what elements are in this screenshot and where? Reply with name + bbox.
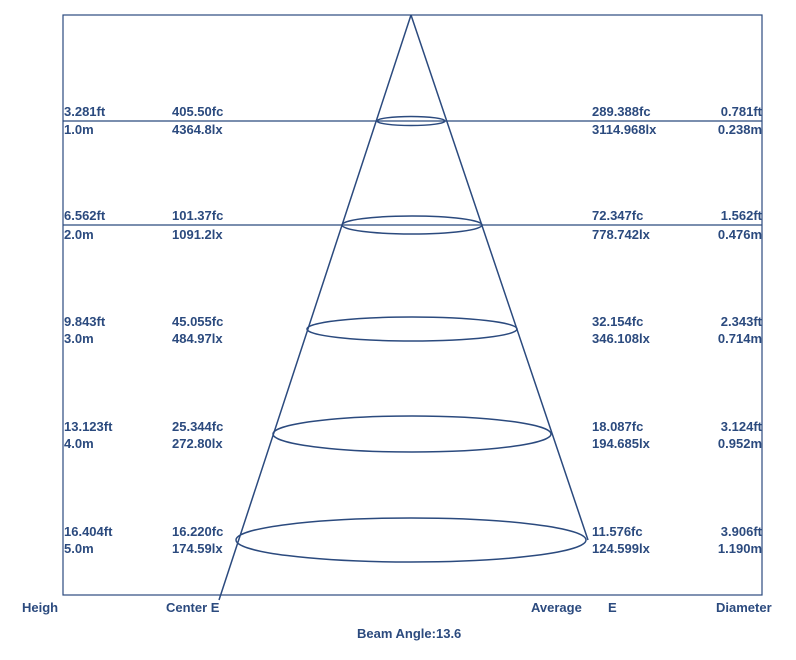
avg-fc-2: 72.347fc [592,208,644,223]
center-fc-5: 16.220fc [172,524,224,539]
average-e-column-label: E [608,600,617,615]
height-ft-2: 6.562ft [64,208,106,223]
beam-ellipse-4m [272,415,552,453]
beam-ellipse-2m [341,215,483,235]
center-fc-3: 45.055fc [172,314,224,329]
height-column-label: Heigh [22,600,59,615]
beam-ellipse-3m [306,316,518,342]
average-column-label: Average [531,600,582,615]
height-m-1: 1.0m [64,122,94,137]
diameter-m-2: 0.476m [717,227,762,242]
height-m-3: 3.0m [64,331,94,346]
center-lx-3: 484.97lx [172,331,223,346]
diameter-ft-4: 3.124ft [720,419,762,434]
height-ft-4: 13.123ft [64,419,113,434]
height-m-4: 4.0m [64,436,94,451]
avg-lx-3: 346.108lx [592,331,650,346]
beam-ellipse-1m [376,115,446,127]
height-ft-5: 16.404ft [64,524,113,539]
diagram-frame [62,14,763,596]
diameter-m-4: 0.952m [717,436,762,451]
avg-lx-4: 194.685lx [592,436,650,451]
avg-lx-2: 778.742lx [592,227,650,242]
diameter-ft-2: 1.562ft [720,208,762,223]
diameter-ft-5: 3.906ft [720,524,762,539]
center-lx-4: 272.80lx [172,436,223,451]
cone-right-edge [410,14,589,541]
height-ft-3: 9.843ft [64,314,106,329]
diameter-ft-1: 0.781ft [720,104,762,119]
cone-left-edge [218,14,412,601]
diameter-column-label: Diameter [716,600,772,615]
beam-angle-label: Beam Angle:13.6 [357,626,462,641]
center-e-column-label: Center E [166,600,220,615]
avg-fc-1: 289.388fc [592,104,651,119]
diameter-m-5: 1.190m [717,541,762,556]
height-ft-1: 3.281ft [64,104,106,119]
diameter-m-3: 0.714m [717,331,762,346]
avg-lx-1: 3114.968lx [592,122,657,137]
avg-fc-5: 11.576fc [592,524,643,539]
height-m-5: 5.0m [64,541,94,556]
center-fc-2: 101.37fc [172,208,224,223]
diameter-m-1: 0.238m [717,122,762,137]
center-lx-1: 4364.8lx [172,122,223,137]
center-lx-5: 174.59lx [172,541,223,556]
avg-lx-5: 124.599lx [592,541,650,556]
avg-fc-4: 18.087fc [592,419,644,434]
center-fc-4: 25.344fc [172,419,224,434]
center-lx-2: 1091.2lx [172,227,223,242]
height-m-2: 2.0m [64,227,94,242]
avg-fc-3: 32.154fc [592,314,644,329]
diameter-ft-3: 2.343ft [720,314,762,329]
beam-ellipse-5m [235,517,587,563]
center-fc-1: 405.50fc [172,104,224,119]
